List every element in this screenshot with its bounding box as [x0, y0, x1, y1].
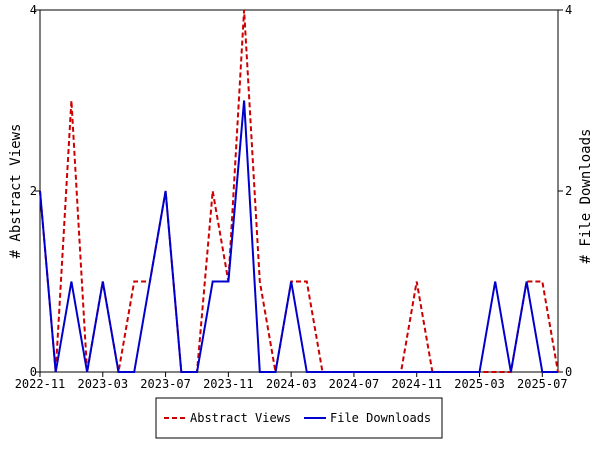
x-tick-label: 2025-07: [517, 377, 568, 391]
y-axis-right-label: # File Downloads: [578, 129, 594, 264]
legend-label-file-downloads: File Downloads: [330, 411, 431, 425]
series-layer: [39, 9, 559, 373]
y-right-tick-label: 0: [565, 365, 572, 379]
y-axis-left-label: # Abstract Views: [8, 124, 24, 259]
x-tick-label: 2025-03: [454, 377, 505, 391]
legend: Abstract Views File Downloads: [155, 397, 443, 439]
y-right-tick-label: 2: [565, 184, 572, 198]
x-tick-label: 2024-03: [266, 377, 317, 391]
legend-label-abstract-views: Abstract Views: [190, 411, 291, 425]
x-tick-label: 2022-11: [15, 377, 66, 391]
x-tick-label: 2023-07: [140, 377, 191, 391]
series-line-file-downloads: [39, 100, 558, 373]
y-left-tick-label: 2: [30, 184, 37, 198]
y-left-tick-label: 0: [30, 365, 37, 379]
y-right-tick-label: 4: [565, 3, 572, 17]
legend-box: [155, 397, 443, 439]
x-tick-label: 2023-11: [203, 377, 254, 391]
x-tick-label: 2024-11: [391, 377, 442, 391]
y-left-tick-label: 4: [30, 3, 37, 17]
x-axis: 2022-11 2023-03 2023-07 2023-11 2024-03 2024-…: [15, 372, 568, 391]
x-tick-label: 2023-03: [77, 377, 128, 391]
y-axes: 0 2 4 0 2 4: [30, 3, 572, 379]
x-tick-label: 2024-07: [329, 377, 380, 391]
